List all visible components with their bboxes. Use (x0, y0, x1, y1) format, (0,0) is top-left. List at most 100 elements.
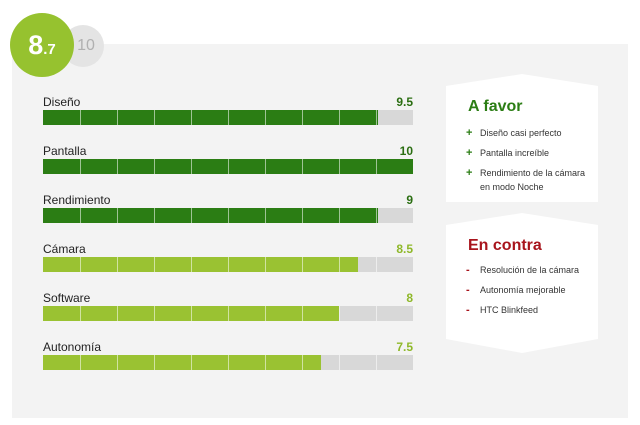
con-item-text: HTC Blinkfeed (480, 305, 539, 315)
bar-segment-divider (302, 257, 303, 272)
bar-segment-divider (117, 159, 118, 174)
overall-score-badge: 8.7 (10, 13, 74, 77)
bar-segment-divider (154, 159, 155, 174)
bar-segment-divider (302, 208, 303, 223)
rating-value: 8 (406, 291, 413, 305)
rating-label: Autonomía (43, 340, 102, 354)
bar-segment-divider (80, 306, 81, 321)
bar-segment-divider (154, 257, 155, 272)
pro-item-text: Diseño casi perfecto (480, 128, 562, 138)
rating-row: Cámara 8.5 (43, 242, 413, 282)
pros-card: A favor + Diseño casi perfecto + Pantalla i… (446, 74, 598, 202)
rating-value: 10 (399, 144, 413, 158)
cons-list: - Resolución de la cámara - Autonomía mejor… (466, 263, 594, 323)
rating-bar-track (43, 257, 413, 272)
con-item-text: Resolución de la cámara (480, 265, 580, 275)
bar-segment-divider (154, 306, 155, 321)
pros-list: + Diseño casi perfecto + Pantalla increíble… (466, 126, 594, 200)
bar-segment-divider (154, 110, 155, 125)
rating-bar-track (43, 159, 413, 174)
rating-bar-fill (43, 355, 321, 370)
rating-value: 9.5 (396, 95, 413, 109)
bar-segment-divider (191, 110, 192, 125)
rating-bar-fill (43, 110, 378, 125)
bar-segment-divider (80, 257, 81, 272)
rating-bar-track (43, 110, 413, 125)
con-item: - Autonomía mejorable (466, 283, 594, 297)
bar-segment-divider (339, 257, 340, 272)
bar-segment-divider (228, 159, 229, 174)
bar-segment-divider (339, 110, 340, 125)
overall-score-decimal: .7 (43, 40, 56, 58)
rating-value: 8.5 (396, 242, 413, 256)
bar-segment-divider (191, 257, 192, 272)
con-item: - Resolución de la cámara (466, 263, 594, 277)
rating-value: 7.5 (396, 340, 413, 354)
rating-label: Diseño (43, 95, 81, 109)
rating-bar-track (43, 355, 413, 370)
bar-segment-divider (117, 257, 118, 272)
bar-segment-divider (154, 355, 155, 370)
bar-segment-divider (339, 355, 340, 370)
bar-segment-divider (376, 306, 377, 321)
pros-title: A favor (468, 98, 523, 115)
rating-row: Autonomía 7.5 (43, 340, 413, 380)
minus-icon: - (466, 264, 470, 276)
bar-segment-divider (265, 355, 266, 370)
pro-item: + Diseño casi perfecto (466, 126, 594, 140)
bar-segment-divider (339, 159, 340, 174)
bar-segment-divider (376, 110, 377, 125)
bar-segment-divider (376, 257, 377, 272)
plus-icon: + (466, 147, 473, 159)
rating-row: Software 8 (43, 291, 413, 331)
bar-segment-divider (376, 208, 377, 223)
minus-icon: - (466, 304, 470, 316)
bar-segment-divider (302, 355, 303, 370)
bar-segment-divider (228, 208, 229, 223)
bar-segment-divider (265, 110, 266, 125)
bar-segment-divider (191, 208, 192, 223)
bar-segment-divider (302, 159, 303, 174)
max-score-value: 10 (77, 37, 95, 54)
bar-segment-divider (302, 110, 303, 125)
bar-segment-divider (265, 208, 266, 223)
bar-segment-divider (228, 306, 229, 321)
rating-bar-track (43, 306, 413, 321)
rating-label: Software (43, 291, 91, 305)
cons-title: En contra (468, 237, 542, 254)
bar-segment-divider (191, 159, 192, 174)
con-item-text: Autonomía mejorable (480, 285, 566, 295)
pro-item: + Pantalla increíble (466, 146, 594, 160)
rating-bar-fill (43, 208, 378, 223)
bar-segment-divider (265, 306, 266, 321)
bar-segment-divider (265, 257, 266, 272)
rating-row: Rendimiento 9 (43, 193, 413, 233)
rating-bar-fill (43, 257, 358, 272)
bar-segment-divider (80, 208, 81, 223)
bar-segment-divider (191, 306, 192, 321)
pro-item: + Rendimiento de la cámara en modo Noche (466, 166, 594, 194)
plus-icon: + (466, 127, 473, 139)
rating-value: 9 (406, 193, 413, 207)
bar-segment-divider (265, 159, 266, 174)
bar-segment-divider (376, 159, 377, 174)
bar-segment-divider (80, 355, 81, 370)
bar-segment-divider (339, 208, 340, 223)
bar-segment-divider (80, 110, 81, 125)
rating-bar-track (43, 208, 413, 223)
bar-segment-divider (339, 306, 340, 321)
rating-label: Pantalla (43, 144, 87, 158)
bar-segment-divider (302, 306, 303, 321)
bar-segment-divider (117, 208, 118, 223)
bar-segment-divider (117, 355, 118, 370)
con-item: - HTC Blinkfeed (466, 303, 594, 317)
pro-item-text: Pantalla increíble (480, 148, 550, 158)
cons-card: En contra - Resolución de la cámara - Auton… (446, 213, 598, 353)
bar-segment-divider (154, 208, 155, 223)
rating-row: Pantalla 10 (43, 144, 413, 184)
bar-segment-divider (80, 159, 81, 174)
bar-segment-divider (228, 257, 229, 272)
bar-segment-divider (117, 110, 118, 125)
bar-segment-divider (191, 355, 192, 370)
rating-label: Cámara (43, 242, 86, 256)
